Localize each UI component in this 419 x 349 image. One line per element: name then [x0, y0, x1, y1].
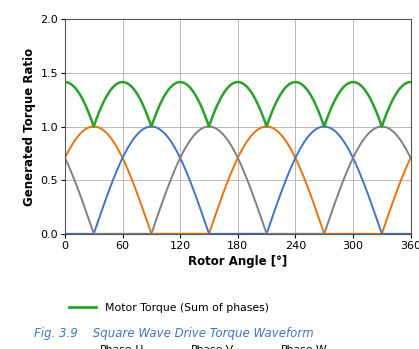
Legend: Phase-U
Torque, Phase-V
Torque, Phase-W
Torque: Phase-U Torque, Phase-V Torque, Phase-W …	[65, 341, 331, 349]
Y-axis label: Generated Torque Ratio: Generated Torque Ratio	[23, 47, 36, 206]
X-axis label: Rotor Angle [°]: Rotor Angle [°]	[188, 255, 287, 268]
Text: Fig. 3.9    Square Wave Drive Torque Waveform: Fig. 3.9 Square Wave Drive Torque Wavefo…	[34, 327, 313, 340]
